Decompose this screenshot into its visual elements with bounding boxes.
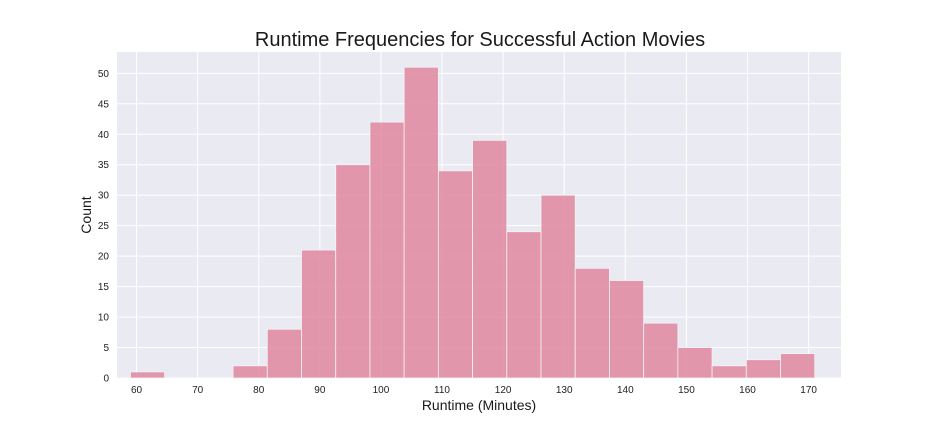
x-tick-label: 80	[253, 385, 265, 396]
y-tick-label: 50	[98, 69, 110, 80]
x-tick-labels: 60 70 80 90 100 110 120 130 140 150 160 170	[131, 385, 817, 396]
histogram-bar	[472, 139, 508, 379]
y-tick-label: 40	[98, 130, 110, 141]
histogram-bar	[437, 170, 473, 379]
x-tick-label: 120	[495, 385, 512, 396]
x-tick-label: 170	[800, 385, 817, 396]
y-axis-label: Count	[78, 196, 94, 233]
histogram-bar	[643, 322, 679, 379]
bars	[130, 66, 816, 379]
histogram-bar	[403, 66, 439, 379]
y-tick-label: 25	[98, 221, 110, 232]
histogram-bar	[130, 371, 166, 379]
histogram-bar	[266, 328, 302, 379]
x-tick-label: 100	[373, 385, 390, 396]
histogram-bar	[369, 121, 405, 379]
chart-title: Runtime Frequencies for Successful Actio…	[255, 29, 705, 51]
y-tick-label: 5	[103, 343, 109, 354]
x-axis-label: Runtime (Minutes)	[422, 397, 536, 413]
histogram-bar	[540, 194, 576, 379]
histogram-bar	[711, 365, 747, 379]
y-tick-label: 20	[98, 252, 110, 263]
y-tick-label: 45	[98, 99, 110, 110]
histogram-bar	[745, 359, 781, 379]
y-tick-label: 10	[98, 313, 110, 324]
x-tick-label: 110	[434, 385, 450, 396]
y-tick-labels: 0 5 10 15 20 25 30 35 40 45 50	[98, 69, 110, 385]
histogram-bar	[506, 231, 542, 379]
y-tick-label: 0	[103, 374, 109, 385]
histogram-bar	[574, 267, 610, 379]
y-tick-label: 35	[98, 160, 110, 171]
x-tick-label: 140	[617, 385, 634, 396]
x-tick-label: 60	[131, 385, 143, 396]
x-tick-label: 160	[739, 385, 756, 396]
histogram-bar	[780, 353, 816, 379]
x-tick-label: 90	[314, 385, 326, 396]
histogram-bar	[677, 347, 713, 379]
histogram-bar	[301, 249, 337, 379]
y-tick-label: 30	[98, 191, 110, 202]
y-tick-label: 15	[98, 282, 110, 293]
histogram-bar	[335, 164, 371, 379]
x-tick-label: 150	[678, 385, 695, 396]
histogram-bar	[609, 280, 645, 379]
x-tick-label: 130	[556, 385, 573, 396]
histogram-bar	[232, 365, 268, 379]
x-tick-label: 70	[192, 385, 204, 396]
